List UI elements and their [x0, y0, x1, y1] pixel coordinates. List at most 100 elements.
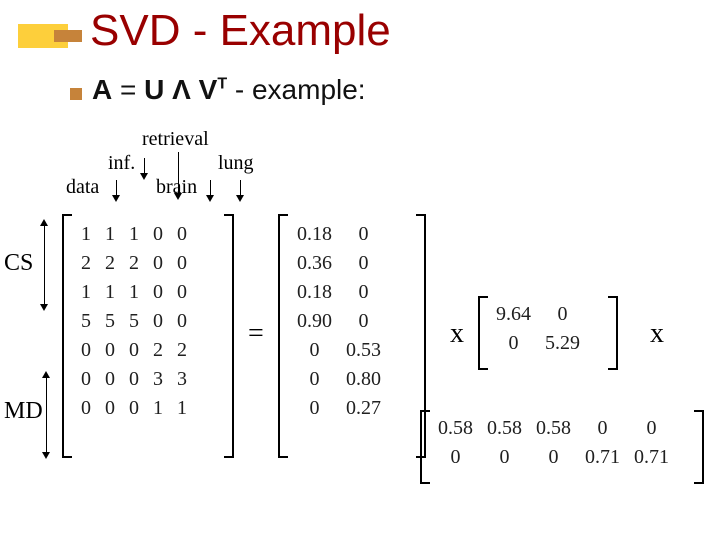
op-equals: =: [248, 318, 264, 350]
matrix-cell: 0: [529, 443, 578, 472]
row-md: MD: [4, 398, 43, 425]
matrix-cell: 0: [578, 414, 627, 443]
matrix-cell: 2: [170, 336, 194, 365]
matrix-cell: 0: [170, 307, 194, 336]
matrix-cell: 3: [146, 365, 170, 394]
matrix-cell: 0: [146, 278, 170, 307]
matrix-cell: 0.18: [290, 278, 339, 307]
matrix-cell: 0: [98, 394, 122, 423]
matrix-cell: 2: [74, 249, 98, 278]
page-title: SVD - Example: [90, 6, 391, 56]
matrix-cell: 0: [146, 220, 170, 249]
svd-formula: A = U Λ VT - example:: [92, 74, 366, 106]
matrix-cell: 0.58: [529, 414, 578, 443]
matrix-cell: 5: [74, 307, 98, 336]
row-cs: CS: [4, 250, 33, 277]
formula-tail: - example:: [227, 74, 366, 105]
formula-u: U: [144, 74, 164, 105]
bracket-icon: [62, 214, 72, 458]
matrix-cell: 2: [146, 336, 170, 365]
matrix-cell: 0.18: [290, 220, 339, 249]
bracket-icon: [420, 410, 430, 484]
matrix-cell: 1: [74, 278, 98, 307]
matrix-cell: 0.36: [290, 249, 339, 278]
matrix-cell: 0: [122, 336, 146, 365]
op-times-2: x: [650, 318, 664, 350]
matrix-cell: 0: [146, 249, 170, 278]
col-retrieval: retrieval: [142, 128, 209, 151]
matrix-cell: 0.27: [339, 394, 388, 423]
matrix-cell: 0: [431, 443, 480, 472]
matrix-cell: 0.58: [480, 414, 529, 443]
matrix-cell: 0: [146, 307, 170, 336]
matrix-cell: 0.90: [290, 307, 339, 336]
matrix-cell: 0: [339, 307, 388, 336]
matrix-cell: 0: [339, 249, 388, 278]
matrix-cell: 9.64: [489, 300, 538, 329]
matrix-u: 0.1800.3600.1800.90000.5300.8000.27: [290, 220, 388, 423]
matrix-a: 11100222001110055500000220003300011: [74, 220, 194, 423]
matrix-cell: 5.29: [538, 329, 587, 358]
arrow-updown-icon: [44, 224, 45, 306]
matrix-cell: 0: [538, 300, 587, 329]
bracket-icon: [694, 410, 704, 484]
op-times-1: x: [450, 318, 464, 350]
matrix-cell: 0.58: [431, 414, 480, 443]
col-data: data: [66, 176, 99, 199]
arrow-updown-icon: [46, 376, 47, 454]
matrix-cell: 1: [146, 394, 170, 423]
matrix-cell: 1: [74, 220, 98, 249]
matrix-cell: 0: [489, 329, 538, 358]
matrix-cell: 0: [98, 336, 122, 365]
matrix-cell: 0: [480, 443, 529, 472]
matrix-cell: 0: [98, 365, 122, 394]
matrix-cell: 1: [98, 220, 122, 249]
formula-sup: T: [217, 76, 227, 93]
formula-eq: =: [112, 74, 144, 105]
bullet-icon: [70, 88, 82, 100]
matrix-cell: 3: [170, 365, 194, 394]
matrix-cell: 5: [98, 307, 122, 336]
matrix-cell: 0: [170, 278, 194, 307]
matrix-cell: 0.53: [339, 336, 388, 365]
matrix-cell: 0: [74, 336, 98, 365]
matrix-cell: 2: [98, 249, 122, 278]
matrix-cell: 0.71: [627, 443, 676, 472]
arrow-down-icon: [210, 180, 211, 198]
arrow-down-icon: [144, 158, 145, 176]
matrix-cell: 1: [170, 394, 194, 423]
matrix-v: 0.580.580.58000000.710.71: [431, 414, 676, 472]
matrix-cell: 0: [122, 365, 146, 394]
matrix-cell: 5: [122, 307, 146, 336]
matrix-cell: 1: [122, 220, 146, 249]
formula-lambda: Λ: [164, 74, 198, 105]
matrix-cell: 1: [98, 278, 122, 307]
bracket-icon: [478, 296, 488, 370]
matrix-cell: 0: [290, 336, 339, 365]
formula-a: A: [92, 74, 112, 105]
matrix-cell: 1: [122, 278, 146, 307]
matrix-cell: 2: [122, 249, 146, 278]
bracket-icon: [608, 296, 618, 370]
arrow-down-icon: [116, 180, 117, 198]
col-lung: lung: [218, 152, 254, 175]
matrix-cell: 0: [627, 414, 676, 443]
matrix-cell: 0: [290, 365, 339, 394]
matrix-cell: 0: [170, 220, 194, 249]
matrix-cell: 0: [74, 365, 98, 394]
matrix-cell: 0: [339, 220, 388, 249]
bracket-icon: [224, 214, 234, 458]
title-accent: [18, 24, 78, 48]
arrow-down-icon: [178, 152, 179, 196]
col-inf: inf.: [108, 152, 135, 175]
formula-v: V: [199, 74, 218, 105]
arrow-down-icon: [240, 180, 241, 198]
bracket-icon: [278, 214, 288, 458]
matrix-cell: 0: [170, 249, 194, 278]
matrix-cell: 0: [74, 394, 98, 423]
matrix-cell: 0.80: [339, 365, 388, 394]
matrix-s: 9.64005.29: [489, 300, 587, 358]
matrix-cell: 0: [122, 394, 146, 423]
matrix-cell: 0: [290, 394, 339, 423]
matrix-cell: 0.71: [578, 443, 627, 472]
